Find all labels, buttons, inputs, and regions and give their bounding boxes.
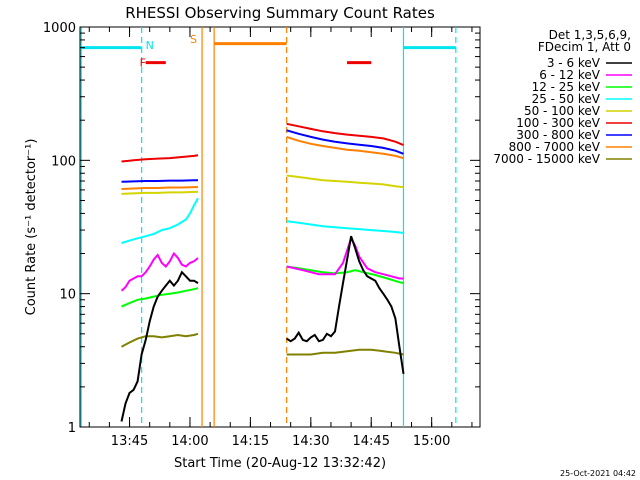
legend-label-25-50-kev: 25 - 50 keV — [532, 92, 601, 106]
series-line-300-800-kev — [121, 179, 198, 183]
series-line-100-300-kev — [121, 154, 199, 163]
x-axis-label: Start Time (20-Aug-12 13:32:42) — [174, 456, 386, 471]
legend-label-3-6-kev: 3 - 6 keV — [547, 56, 601, 70]
y-axis-label: Count Rate (s⁻¹ detector⁻¹) — [24, 139, 39, 316]
y-tick-label: 100 — [51, 154, 76, 169]
legend-header-line-2: FDecim 1, Att 0 — [538, 40, 631, 54]
series-line-25-50-kev — [121, 197, 199, 244]
x-tick-label: 14:15 — [232, 434, 269, 449]
legend-label-800-7000-kev: 800 - 7000 keV — [509, 140, 601, 154]
flare-label: F — [140, 57, 146, 70]
chart-title: RHESSI Observing Summary Count Rates — [125, 4, 435, 22]
x-tick-label: 15:00 — [413, 434, 450, 449]
x-tick-label: 14:45 — [353, 434, 390, 449]
series-line-12-25-kev — [286, 265, 404, 285]
legend-label-100-300-kev: 100 - 300 keV — [516, 116, 600, 130]
series-line-800-7000-kev — [121, 186, 198, 190]
x-tick-label: 14:30 — [292, 434, 329, 449]
series-line-300-800-kev — [286, 129, 404, 155]
legend-header-line-1: Det 1,3,5,6,9, — [549, 28, 631, 42]
series-line-12-25-kev — [121, 287, 199, 308]
x-axis: 13:45 14:00 14:15 14:30 14:45 15:00 — [88, 27, 473, 449]
series-line-7000-15000-kev — [286, 348, 404, 356]
night-label: N — [146, 39, 154, 52]
legend-label-50-100-kev: 50 - 100 keV — [524, 104, 601, 118]
x-tick-label: 13:45 — [111, 434, 148, 449]
series-line-50-100-kev — [286, 174, 404, 189]
plot-frame — [79, 26, 481, 428]
series-line-6-12-kev — [120, 251, 199, 292]
saa-label: S — [190, 33, 197, 46]
plot-clip-group: N S F — [80, 27, 457, 427]
y-tick-label: 1000 — [43, 21, 76, 36]
series-line-3-6-kev — [286, 235, 405, 375]
legend: Det 1,3,5,6,9, FDecim 1, Att 0 3 - 6 keV… — [493, 28, 632, 166]
y-axis: 1 10 100 1000 — [43, 21, 480, 436]
y-tick-label: 10 — [59, 288, 76, 303]
plot-area: N S F — [79, 26, 481, 428]
series-line-25-50-kev — [286, 220, 404, 234]
series-line-100-300-kev — [286, 122, 404, 147]
legend-label-300-800-kev: 300 - 800 keV — [516, 128, 600, 142]
x-tick-label: 14:00 — [171, 434, 208, 449]
legend-label-12-25-kev: 12 - 25 keV — [532, 80, 601, 94]
series-line-50-100-kev — [121, 190, 198, 195]
generation-timestamp: 25-Oct-2021 04:42 — [560, 469, 636, 478]
y-tick-label: 1 — [68, 421, 76, 436]
series-line-800-7000-kev — [286, 135, 404, 160]
series-line-7000-15000-kev — [121, 332, 199, 348]
series-line-3-6-kev — [120, 270, 199, 422]
legend-label-7000-15000-kev: 7000 - 15000 keV — [493, 152, 600, 166]
legend-label-6-12-kev: 6 - 12 keV — [539, 68, 601, 82]
